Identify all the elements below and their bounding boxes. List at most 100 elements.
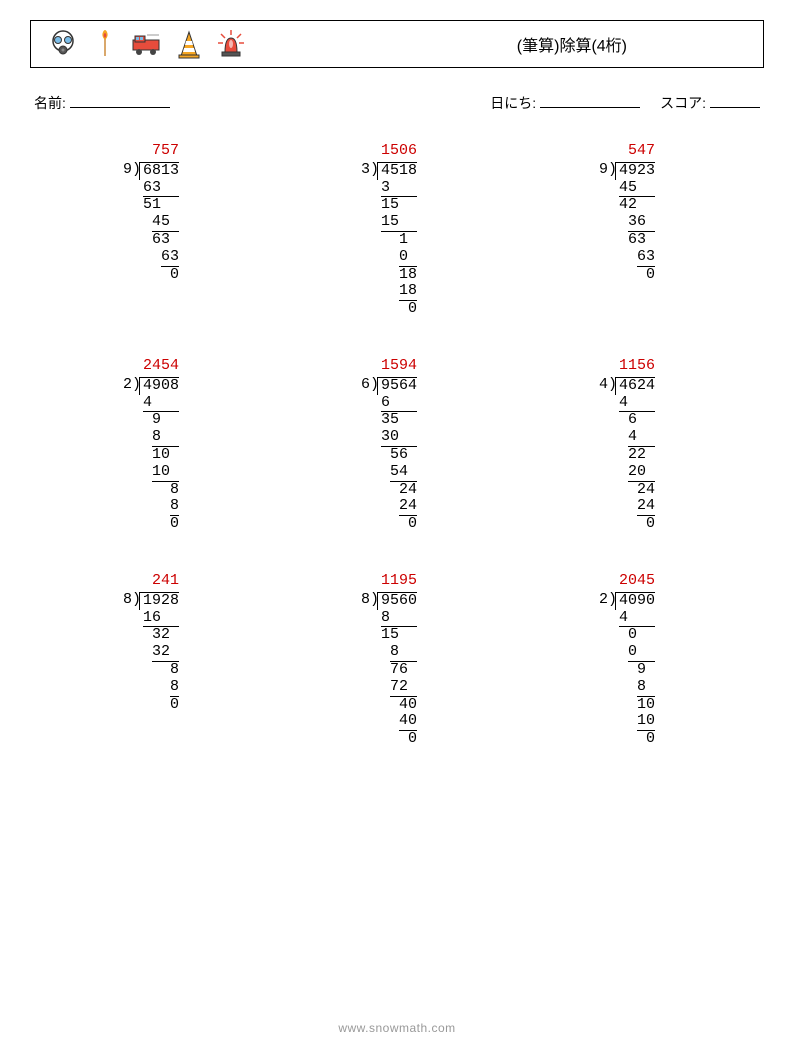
dividend: 9560: [377, 592, 417, 610]
divisor: 8): [123, 592, 141, 609]
quotient: 241: [139, 573, 179, 590]
work-step: 24: [377, 482, 417, 499]
division-bracket: 3)4518: [377, 160, 417, 180]
work-step: 72: [377, 679, 417, 697]
date-field: 日にち:: [490, 92, 640, 113]
work-step: 63: [615, 232, 655, 249]
work-step: 0: [615, 731, 655, 748]
quotient: 757: [139, 143, 179, 160]
division-bracket: 6)9564: [377, 375, 417, 395]
info-row: 名前: 日にち: スコア:: [30, 92, 764, 113]
work-step: 8: [377, 610, 417, 628]
division-problem: 5479)492345423663630: [546, 143, 724, 318]
date-label: 日にち:: [490, 95, 536, 111]
name-label: 名前:: [34, 95, 66, 111]
work-step: 8: [139, 429, 179, 447]
work-step: 63: [139, 232, 179, 249]
name-field: 名前:: [34, 92, 170, 113]
divisor: 6): [361, 377, 379, 394]
dividend: 4923: [615, 162, 655, 180]
division-bracket: 8)1928: [139, 590, 179, 610]
divisor: 9): [599, 162, 617, 179]
dividend: 4518: [377, 162, 417, 180]
divisor: 2): [123, 377, 141, 394]
work-step: 42: [615, 197, 655, 214]
work-step: 24: [377, 498, 417, 516]
division-problem: 20452)40904009810100: [546, 573, 724, 748]
work-step: 8: [615, 679, 655, 697]
work-step: 51: [139, 197, 179, 214]
division-problem: 11564)4624464222024240: [546, 358, 724, 533]
dividend: 4908: [139, 377, 179, 395]
work-step: 0: [615, 644, 655, 662]
work-step: 15: [377, 197, 417, 214]
siren-icon: [215, 28, 247, 60]
work-step: 8: [139, 498, 179, 516]
work-step: 32: [139, 627, 179, 644]
work-step: 16: [139, 610, 179, 628]
score-blank[interactable]: [710, 92, 760, 108]
division-bracket: 2)4908: [139, 375, 179, 395]
work-step: 10: [615, 713, 655, 731]
division-problem: 7579)681363514563630: [70, 143, 248, 318]
work-step: 0: [377, 249, 417, 267]
division-bracket: 4)4624: [615, 375, 655, 395]
work-step: 9: [139, 412, 179, 429]
work-step: 45: [139, 214, 179, 232]
work-step: 0: [615, 267, 655, 284]
work-step: 0: [377, 301, 417, 318]
icon-row: [47, 28, 247, 60]
name-blank[interactable]: [70, 92, 170, 108]
work-step: 45: [615, 180, 655, 198]
work-step: 0: [139, 267, 179, 284]
dividend: 6813: [139, 162, 179, 180]
dividend: 4090: [615, 592, 655, 610]
fire-truck-icon: [131, 28, 163, 60]
work-step: 4: [615, 429, 655, 447]
work-step: 63: [139, 180, 179, 198]
division-problem: 24542)49084981010880: [70, 358, 248, 533]
work-step: 63: [615, 249, 655, 267]
work-step: 3: [377, 180, 417, 198]
score-label: スコア:: [660, 95, 706, 111]
divisor: 8): [361, 592, 379, 609]
work-step: 15: [377, 214, 417, 232]
quotient: 2454: [139, 358, 179, 375]
dividend: 9564: [377, 377, 417, 395]
work-step: 0: [139, 697, 179, 714]
division-problem: 11958)95608158767240400: [308, 573, 486, 748]
work-step: 10: [139, 447, 179, 464]
footer-watermark: www.snowmath.com: [0, 1021, 794, 1035]
division-problem: 2418)1928163232880: [70, 573, 248, 748]
worksheet-page: (筆算)除算(4桁) 名前: 日にち: スコア: 7579)6813635145…: [0, 0, 794, 768]
work-step: 18: [377, 283, 417, 301]
work-step: 8: [377, 644, 417, 662]
worksheet-title: (筆算)除算(4桁): [517, 32, 627, 56]
work-step: 40: [377, 713, 417, 731]
work-step: 56: [377, 447, 417, 464]
work-step: 40: [377, 697, 417, 714]
work-step: 24: [615, 482, 655, 499]
divisor: 4): [599, 377, 617, 394]
work-step: 0: [615, 627, 655, 644]
divisor: 3): [361, 162, 379, 179]
work-step: 24: [615, 498, 655, 516]
work-step: 10: [139, 464, 179, 482]
work-step: 9: [615, 662, 655, 679]
work-step: 6: [615, 412, 655, 429]
dividend: 4624: [615, 377, 655, 395]
division-problem: 15946)956463530565424240: [308, 358, 486, 533]
division-bracket: 9)4923: [615, 160, 655, 180]
quotient: 1594: [377, 358, 417, 375]
work-step: 0: [377, 731, 417, 748]
quotient: 1506: [377, 143, 417, 160]
work-step: 22: [615, 447, 655, 464]
work-step: 8: [139, 679, 179, 697]
work-step: 15: [377, 627, 417, 644]
problems-grid: 7579)68136351456363015063)45183151510181…: [30, 143, 764, 748]
work-step: 0: [615, 516, 655, 533]
work-step: 8: [139, 482, 179, 499]
quotient: 1195: [377, 573, 417, 590]
work-step: 8: [139, 662, 179, 679]
date-blank[interactable]: [540, 92, 640, 108]
